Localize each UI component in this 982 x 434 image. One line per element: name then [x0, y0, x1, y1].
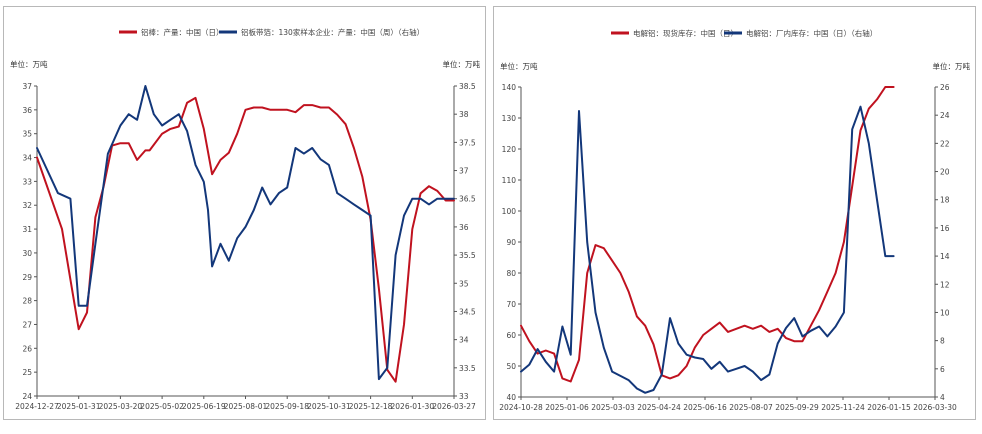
y-tick-right-label: 37: [459, 167, 469, 176]
x-tick-label: 2024-10-28: [499, 403, 543, 412]
y-tick-right-label: 36: [459, 223, 469, 232]
y-tick-right-label: 16: [940, 224, 950, 233]
y-tick-left-label: 26: [22, 344, 32, 353]
y-tick-left-label: 34: [22, 154, 32, 163]
y-tick-right-label: 24: [940, 111, 950, 120]
y-tick-right-label: 37.5: [459, 138, 476, 147]
y-tick-left-label: 90: [506, 238, 516, 247]
y-tick-right-label: 6: [940, 365, 945, 374]
y-tick-left-label: 33: [22, 177, 32, 186]
y-tick-left-label: 40: [506, 393, 516, 402]
y-tick-left-label: 37: [22, 82, 32, 91]
y-tick-right-label: 34: [459, 336, 469, 345]
left-chart-svg: 铝棒：产量：中国（日） 铝板带箔：130家样本企业：产量：中国（周）（右轴） 单位：…: [10, 27, 481, 411]
y-tick-left-label: 36: [22, 106, 32, 115]
x-tick-label: 2025-08-07: [729, 403, 773, 412]
y-tick-right-label: 38.5: [459, 82, 476, 91]
x-tick-label: 2026-03-27: [432, 402, 476, 411]
y-tick-left-label: 32: [22, 201, 32, 210]
y-tick-right-label: 33: [459, 392, 469, 401]
x-tick-label: 2025-10-31: [307, 402, 351, 411]
series-line-1: [36, 96, 455, 383]
x-tick-label: 2025-05-02: [140, 402, 184, 411]
x-tick-label: 2026-01-15: [867, 403, 911, 412]
y-tick-left-label: 100: [502, 207, 517, 216]
y-tick-right-label: 8: [940, 337, 945, 346]
x-tick-label: 2025-06-16: [683, 403, 727, 412]
x-tick-label: 2026-03-30: [913, 403, 957, 412]
x-tick-label: 2025-01-31: [57, 402, 101, 411]
y-tick-left-label: 31: [22, 225, 32, 234]
y-tick-right-label: 18: [940, 196, 950, 205]
y-tick-left-label: 60: [506, 331, 516, 340]
y-tick-right-label: 34.5: [459, 307, 476, 316]
x-tick-label: 2025-09-18: [265, 402, 309, 411]
x-tick-label: 2025-03-03: [591, 403, 635, 412]
legend-label-2: 电解铝：厂内库存：中国（日）（右轴）: [746, 28, 877, 38]
y-tick-right-label: 36.5: [459, 195, 476, 204]
y-tick-right-label: 12: [940, 280, 950, 289]
x-tick-label: 2025-08-01: [224, 402, 268, 411]
series-line-2: [36, 85, 455, 381]
y-tick-left-label: 27: [22, 320, 32, 329]
y-tick-left-label: 35: [22, 130, 32, 139]
x-tick-label: 2025-01-06: [545, 403, 589, 412]
x-tick-label: 2025-03-20: [99, 402, 143, 411]
y-tick-left-label: 110: [502, 176, 517, 185]
x-tick-label: 2025-12-18: [349, 402, 393, 411]
y-tick-right-label: 20: [940, 168, 950, 177]
right-chart-svg: 电解铝：现货库存：中国（日） 电解铝：厂内库存：中国（日）（右轴） 单位：万吨 单位：…: [499, 28, 971, 412]
unit-label-right: 单位：万吨: [933, 61, 971, 71]
y-tick-right-label: 35: [459, 279, 469, 288]
unit-label-left: 单位：万吨: [10, 59, 48, 69]
y-tick-left-label: 30: [22, 249, 32, 258]
y-tick-right-label: 14: [940, 252, 950, 261]
series-line-2: [520, 105, 895, 394]
y-tick-left-label: 29: [22, 273, 32, 282]
y-tick-left-label: 25: [22, 368, 32, 377]
x-tick-label: 2025-06-19: [182, 402, 226, 411]
y-tick-right-label: 38: [459, 110, 469, 119]
series-line-1: [520, 86, 895, 383]
unit-label-left: 单位：万吨: [500, 61, 538, 71]
y-tick-left-label: 50: [506, 362, 516, 371]
x-tick-label: 2026-01-30: [391, 402, 435, 411]
y-tick-right-label: 33.5: [459, 364, 476, 373]
y-tick-right-label: 26: [940, 83, 950, 92]
y-tick-left-label: 28: [22, 297, 32, 306]
chart-panel-left: 铝棒：产量：中国（日） 铝板带箔：130家样本企业：产量：中国（周）（右轴） 单位：…: [3, 6, 486, 420]
legend-label-2: 铝板带箔：130家样本企业：产量：中国（周）（右轴）: [241, 27, 424, 37]
y-tick-left-label: 120: [502, 145, 517, 154]
y-tick-right-label: 4: [940, 393, 945, 402]
unit-label-right: 单位：万吨: [443, 59, 481, 69]
y-tick-right-label: 22: [940, 139, 950, 148]
chart-panel-right: 电解铝：现货库存：中国（日） 电解铝：厂内库存：中国（日）（右轴） 单位：万吨 单位：…: [493, 6, 976, 420]
y-tick-left-label: 70: [506, 300, 516, 309]
y-tick-left-label: 24: [22, 392, 32, 401]
legend-label-1: 电解铝：现货库存：中国（日）: [633, 28, 738, 38]
x-tick-label: 2025-11-24: [821, 403, 865, 412]
y-tick-left-label: 80: [506, 269, 516, 278]
y-tick-right-label: 10: [940, 308, 950, 317]
y-tick-right-label: 35.5: [459, 251, 476, 260]
y-tick-left-label: 140: [502, 83, 517, 92]
legend-label-1: 铝棒：产量：中国（日）: [141, 27, 224, 37]
x-tick-label: 2024-12-27: [15, 402, 59, 411]
x-tick-label: 2025-09-29: [775, 403, 819, 412]
x-tick-label: 2025-04-24: [637, 403, 681, 412]
y-tick-left-label: 130: [502, 114, 517, 123]
